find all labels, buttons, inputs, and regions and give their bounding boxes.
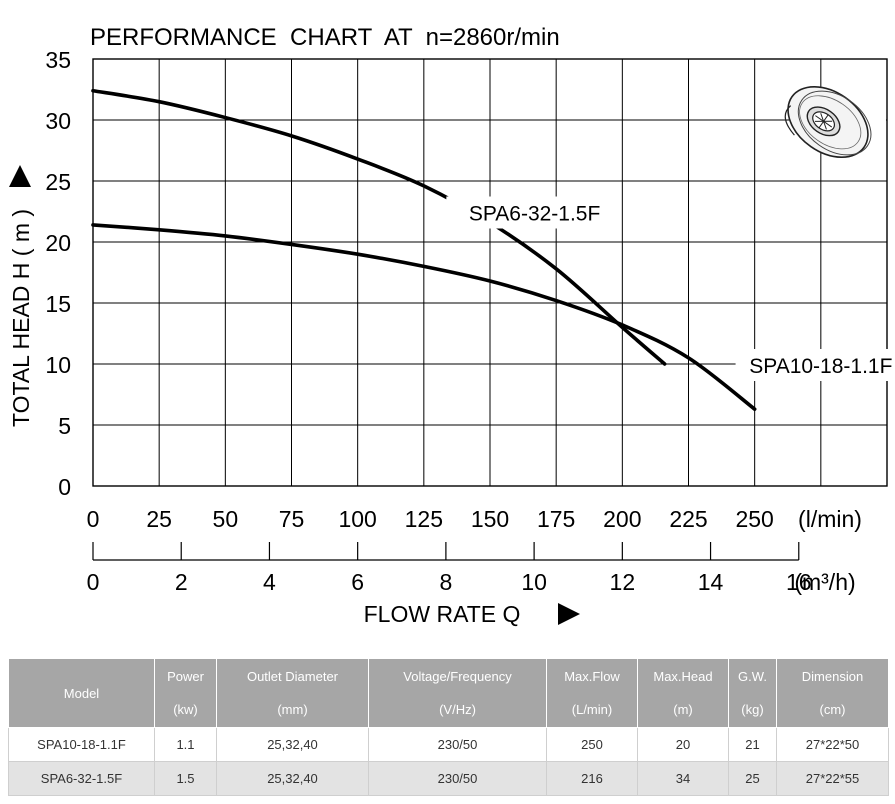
table-header-cell: Model [8, 658, 155, 728]
table-header-cell: G.W. (kg) [728, 658, 777, 728]
x-unit-secondary: (m³/h) [794, 569, 855, 595]
header-unit: (kg) [741, 702, 764, 717]
table-cell: 230/50 [368, 727, 547, 762]
y-tick-label: 10 [45, 352, 71, 378]
table-header-cell: Power (kw) [154, 658, 217, 728]
table-header-cell: Max.Head (m) [637, 658, 729, 728]
y-tick-label: 20 [45, 230, 71, 256]
table-header-cell: Max.Flow (L/min) [546, 658, 638, 728]
table-header-cell: Voltage/Frequency (V/Hz) [368, 658, 547, 728]
header-unit: (cm) [819, 702, 846, 717]
plot-frame [92, 58, 888, 487]
y-axis-arrow-icon [9, 165, 31, 187]
x2-tick-label: 12 [610, 569, 636, 595]
table-cell: 21 [728, 727, 777, 762]
table-cell: 34 [637, 761, 729, 796]
table-cell: 1.1 [154, 727, 217, 762]
table-header-cell: Dimension (cm) [776, 658, 889, 728]
table-cell: 250 [546, 727, 638, 762]
y-tick-label: 25 [45, 169, 71, 195]
series-line-0 [91, 88, 667, 366]
x2-tick-label: 6 [351, 569, 364, 595]
header-label: G.W. [738, 669, 767, 684]
y-tick-label: 5 [58, 413, 71, 439]
table-cell: 20 [637, 727, 729, 762]
x-tick-label: 225 [669, 506, 707, 532]
y-tick-label: 0 [58, 474, 71, 500]
x-axis-arrow-icon [558, 603, 580, 625]
x-tick-label: 25 [146, 506, 172, 532]
table-cell: 216 [546, 761, 638, 796]
table-row: SPA6-32-1.5F 1.5 25,32,40 230/50 216 34 25 27*2… [8, 761, 889, 796]
x-tick-label: 250 [735, 506, 773, 532]
impeller-illustration [784, 85, 872, 159]
header-label: Max.Head [653, 669, 713, 684]
y-tick-label: 30 [45, 108, 71, 134]
x-axis-label: FLOW RATE Q [364, 601, 521, 627]
header-unit: (V/Hz) [439, 702, 476, 717]
x2-tick-label: 2 [175, 569, 188, 595]
x-tick-label: 150 [471, 506, 509, 532]
table-row: SPA10-18-1.1F 1.1 25,32,40 230/50 250 20 21 27*… [8, 727, 889, 762]
header-label: Outlet Diameter [246, 669, 339, 684]
table-header-row: Model Power (kw) Outlet Diameter (mm) Voltage… [8, 658, 889, 728]
header-label: Voltage/Frequency [403, 669, 512, 684]
spec-table: Model Power (kw) Outlet Diameter (mm) Voltage… [8, 658, 889, 796]
series-label-backdrop [446, 196, 605, 229]
x2-tick-label: 8 [439, 569, 452, 595]
x-tick-label: 50 [213, 506, 239, 532]
header-label: Model [63, 685, 100, 701]
header-unit: (m) [673, 702, 693, 717]
header-unit: (mm) [277, 702, 308, 717]
series-label-0: SPA6-32-1.5F [469, 203, 601, 226]
x-tick-label: 100 [338, 506, 376, 532]
x-tick-label: 175 [537, 506, 575, 532]
x-tick-label: 200 [603, 506, 641, 532]
table-cell: 27*22*55 [776, 761, 889, 796]
header-unit: (kw) [173, 702, 198, 717]
series-line-1 [91, 223, 757, 411]
table-cell: 1.5 [154, 761, 217, 796]
table-cell: 230/50 [368, 761, 547, 796]
header-label: Dimension [801, 669, 864, 684]
y-tick-label: 35 [45, 47, 71, 73]
x2-tick-label: 10 [521, 569, 547, 595]
y-tick-label: 15 [45, 291, 71, 317]
header-label: Power [167, 669, 204, 684]
series-label-backdrop [735, 349, 895, 381]
table-header-cell: Outlet Diameter (mm) [216, 658, 369, 728]
table-cell: 27*22*50 [776, 727, 889, 762]
table-cell: SPA10-18-1.1F [8, 727, 155, 762]
header-unit: (L/min) [571, 702, 613, 717]
chart-grid [92, 58, 888, 487]
chart-title: PERFORMANCE CHART AT n=2860r/min [90, 24, 560, 51]
x-tick-label: 75 [279, 506, 305, 532]
performance-chart: PERFORMANCE CHART AT n=2860r/min SPA6-32… [8, 24, 895, 627]
table-cell: SPA6-32-1.5F [8, 761, 155, 796]
table-cell: 25 [728, 761, 777, 796]
x2-tick-label: 16 [786, 569, 812, 595]
table-cell: 25,32,40 [216, 761, 369, 796]
x-unit-primary: (l/min) [798, 506, 862, 532]
x-tick-label: 125 [405, 506, 443, 532]
series-label-1: SPA10-18-1.1F [749, 355, 892, 378]
x-tick-label: 0 [87, 506, 100, 532]
header-label: Max.Flow [564, 669, 620, 684]
x2-tick-label: 14 [698, 569, 724, 595]
y-axis-label: TOTAL HEAD H ( m ) [8, 209, 34, 427]
chart-series-layer: SPA6-32-1.5F SPA10-18-1.1F [91, 88, 895, 411]
x2-tick-label: 0 [87, 569, 100, 595]
table-cell: 25,32,40 [216, 727, 369, 762]
x2-tick-label: 4 [263, 569, 276, 595]
